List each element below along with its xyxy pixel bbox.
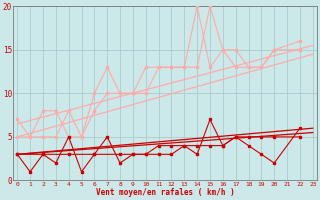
X-axis label: Vent moyen/en rafales ( km/h ): Vent moyen/en rafales ( km/h ): [96, 188, 234, 197]
